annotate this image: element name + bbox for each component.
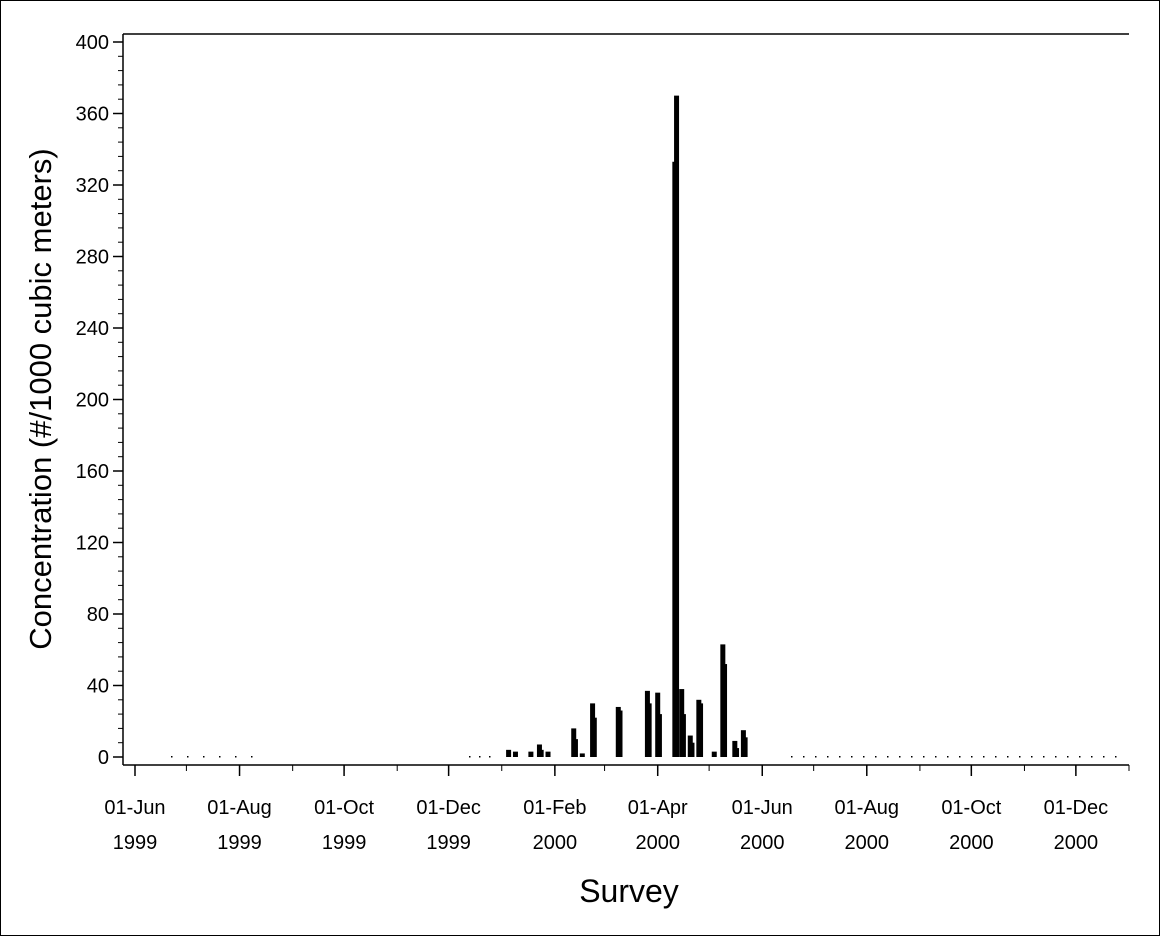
- x-tick-label-year: 2000: [740, 832, 785, 854]
- bar-2000-02-17: [579, 753, 585, 757]
- x-tick-label-year: 2000: [635, 832, 680, 854]
- zero-survey-dot: [203, 756, 205, 758]
- bar-2000-05-10: [722, 664, 728, 757]
- y-axis-title: Concentration (#/1000 cubic meters): [23, 148, 58, 649]
- bar-2000-04-02: [656, 714, 662, 757]
- zero-survey-dot: [887, 756, 889, 758]
- zero-value-markers: [171, 756, 1117, 758]
- x-tick-label-year: 1999: [322, 832, 367, 854]
- bar-2000-01-18: [528, 751, 534, 757]
- zero-survey-dot: [959, 756, 961, 758]
- zero-survey-dot: [479, 756, 481, 758]
- zero-survey-dot: [875, 756, 877, 758]
- zero-survey-dot: [923, 756, 925, 758]
- zero-survey-dot: [791, 756, 793, 758]
- x-tick-label-year: 2000: [533, 832, 578, 854]
- x-tick-label-month: 01-Dec: [1044, 797, 1108, 819]
- zero-survey-dot: [935, 756, 937, 758]
- zero-survey-dot: [971, 756, 973, 758]
- x-axis: 01-Jun 1999 01-Aug 1999 01-Oct 1999 01-Dec 1999…: [104, 764, 1130, 854]
- bar-2000-02-13: [572, 739, 578, 757]
- bar-2000-03-27: [646, 703, 652, 757]
- zero-survey-dot: [235, 756, 237, 758]
- bar-2000-05-04: [711, 751, 717, 757]
- zero-survey-dot: [489, 756, 491, 758]
- zero-survey-dot: [469, 756, 471, 758]
- zero-survey-dot: [1079, 756, 1081, 758]
- x-tick-label-year: 1999: [113, 832, 158, 854]
- x-tick-label-month: 01-Aug: [207, 797, 272, 819]
- zero-survey-dot: [187, 756, 189, 758]
- x-tick-label-year: 2000: [949, 832, 994, 854]
- x-tick-label-month: 01-Feb: [523, 797, 586, 819]
- bar-2000-04-21: [689, 742, 695, 757]
- x-tick-label-month: 01-Oct: [314, 797, 374, 819]
- y-tick-label: 320: [76, 175, 109, 197]
- zero-survey-dot: [1007, 756, 1009, 758]
- y-tick-label: 200: [76, 390, 109, 412]
- bar-2000-02-24: [591, 717, 597, 757]
- zero-survey-dot: [899, 756, 901, 758]
- x-tick-label-month: 01-Jun: [732, 797, 793, 819]
- y-tick-label: 400: [76, 32, 109, 54]
- zero-survey-dot: [803, 756, 805, 758]
- x-tick-label-year: 2000: [845, 832, 890, 854]
- bar-2000-03-10: [617, 710, 623, 757]
- x-tick-label-year: 2000: [1054, 832, 1099, 854]
- bar-2000-01-28: [545, 751, 551, 757]
- y-tick-label: 280: [76, 247, 109, 269]
- bar-2000-04-12: [674, 95, 680, 757]
- bar-2000-01-09: [512, 751, 518, 757]
- y-tick-label: 0: [98, 747, 109, 769]
- zero-survey-dot: [1067, 756, 1069, 758]
- zero-survey-dot: [995, 756, 997, 758]
- zero-survey-dot: [851, 756, 853, 758]
- zero-survey-dot: [1019, 756, 1021, 758]
- zero-survey-dot: [171, 756, 173, 758]
- x-tick-label-month: 01-Aug: [835, 797, 900, 819]
- zero-survey-dot: [1043, 756, 1045, 758]
- zero-survey-dot: [1103, 756, 1105, 758]
- x-axis-title: Survey: [579, 873, 679, 909]
- zero-survey-dot: [983, 756, 985, 758]
- x-tick-label-year: 1999: [217, 832, 262, 854]
- y-axis: 0 40 80 120 160 200 240 280 320 360 400: [76, 32, 1129, 769]
- zero-survey-dot: [863, 756, 865, 758]
- x-tick-label-month: 01-Apr: [628, 797, 688, 819]
- zero-survey-dot: [947, 756, 949, 758]
- bar-2000-01-05: [506, 749, 512, 757]
- bar-2000-01-24: [538, 749, 544, 757]
- zero-survey-dot: [815, 756, 817, 758]
- zero-survey-dot: [1031, 756, 1033, 758]
- y-tick-label: 160: [76, 461, 109, 483]
- bar-2000-05-22: [742, 737, 748, 757]
- y-tick-label: 120: [76, 533, 109, 555]
- zero-survey-dot: [251, 756, 253, 758]
- zero-survey-dot: [839, 756, 841, 758]
- x-tick-label-month: 01-Oct: [941, 797, 1001, 819]
- y-tick-label: 240: [76, 318, 109, 340]
- zero-survey-dot: [1115, 756, 1117, 758]
- x-tick-label-month: 01-Dec: [416, 797, 480, 819]
- bar-2000-05-17: [734, 748, 740, 757]
- x-tick-label-year: 1999: [426, 832, 471, 854]
- bars-group: [506, 95, 748, 757]
- zero-survey-dot: [1091, 756, 1093, 758]
- y-tick-label: 40: [87, 676, 109, 698]
- zero-survey-dot: [1055, 756, 1057, 758]
- bar-2000-04-16: [680, 714, 686, 757]
- zero-survey-dot: [219, 756, 221, 758]
- bar-2000-04-26: [698, 703, 704, 757]
- zero-survey-dot: [827, 756, 829, 758]
- zero-survey-dot: [911, 756, 913, 758]
- y-tick-label: 80: [87, 604, 109, 626]
- y-tick-label: 360: [76, 104, 109, 126]
- x-tick-label-month: 01-Jun: [104, 797, 165, 819]
